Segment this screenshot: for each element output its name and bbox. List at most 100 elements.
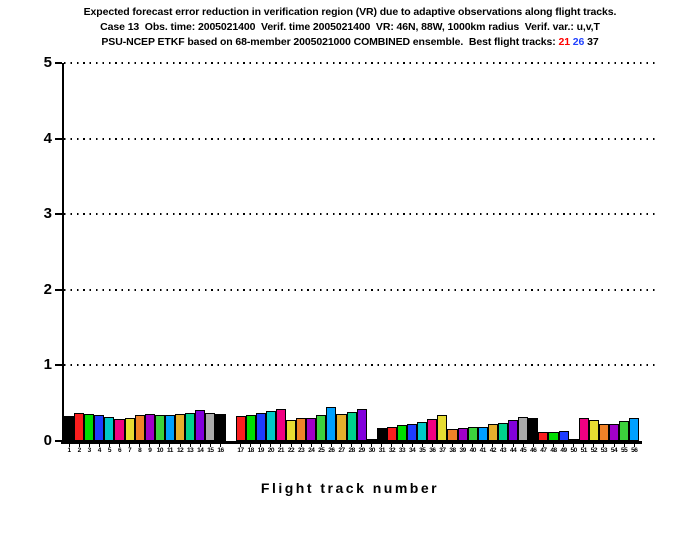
x-tick-slot-12: 12 <box>175 444 185 454</box>
x-tick-mark-11 <box>169 444 171 447</box>
bar-track-46 <box>528 417 539 441</box>
x-tick-slot-18: 18 <box>246 444 256 454</box>
x-tick-label-29: 29 <box>358 447 366 454</box>
x-tick-slot-2: 2 <box>74 444 84 454</box>
x-tick-mark-43 <box>502 444 504 447</box>
bars-row <box>64 63 640 441</box>
bar-track-42 <box>487 424 498 441</box>
x-tick-mark-40 <box>472 444 474 447</box>
x-tick-slot-32: 32 <box>387 444 397 454</box>
x-tick-mark-21 <box>280 444 282 447</box>
bar-track-12 <box>175 413 186 441</box>
bar-track-32 <box>386 426 397 441</box>
bar-track-25 <box>316 415 327 441</box>
x-tick-mark-2 <box>78 444 80 447</box>
x-tick-slot-4: 4 <box>94 444 104 454</box>
x-tick-label-4: 4 <box>97 447 102 454</box>
x-tick-label-14: 14 <box>197 447 204 454</box>
x-tick-label-23: 23 <box>297 447 305 454</box>
bar-track-30 <box>366 439 377 441</box>
bar-track-34 <box>407 423 418 441</box>
x-tick-mark-18 <box>250 444 252 447</box>
bar-track-19 <box>255 413 266 441</box>
x-tick-mark-16 <box>219 444 221 447</box>
x-tick-mark-8 <box>139 444 141 447</box>
x-tick-mark-24 <box>310 444 312 447</box>
bar-track-2 <box>74 413 85 441</box>
x-tick-mark-48 <box>552 444 554 447</box>
x-tick-mark-1 <box>68 444 70 447</box>
bar-track-18 <box>245 414 256 441</box>
x-tick-slot-29: 29 <box>357 444 367 454</box>
bar-track-1 <box>64 416 75 441</box>
x-tick-slot-15: 15 <box>205 444 215 454</box>
x-tick-slot-23: 23 <box>296 444 306 454</box>
bar-track-50 <box>568 439 579 441</box>
x-tick-slot-27: 27 <box>336 444 346 454</box>
bar-track-53 <box>598 424 609 441</box>
bar-track-27 <box>336 413 347 441</box>
x-tick-mark-32 <box>391 444 393 447</box>
bar-track-17 <box>235 416 246 441</box>
x-tick-mark-44 <box>512 444 514 447</box>
chart-title-line3-prefix: PSU-NCEP ETKF based on 68-member 2005021… <box>101 36 559 48</box>
y-tick-4 <box>55 137 62 140</box>
x-tick-slot-21: 21 <box>276 444 286 454</box>
y-tick-0 <box>55 440 62 442</box>
x-tick-mark-10 <box>159 444 161 447</box>
x-tick-label-22: 22 <box>287 447 295 454</box>
x-tick-mark-47 <box>542 444 544 447</box>
x-tick-row: 1 2 3 4 5 6 7 8 9 10 11 12 13 14 15 16 17 18 19 20 21 22 23 24 2… <box>64 444 640 454</box>
bar-track-22 <box>285 419 297 441</box>
y-tick-label-5: 5 <box>43 54 52 71</box>
x-tick-mark-42 <box>492 444 494 447</box>
y-tick-label-1: 1 <box>43 356 52 374</box>
x-tick-slot-5: 5 <box>104 444 114 454</box>
x-tick-mark-50 <box>573 444 575 447</box>
x-tick-label-20: 20 <box>267 447 275 454</box>
x-tick-label-46: 46 <box>530 447 537 454</box>
x-tick-label-50: 50 <box>570 447 578 454</box>
bar-track-3 <box>84 413 95 441</box>
best-track-37: 37 <box>587 36 599 48</box>
x-tick-mark-46 <box>532 444 534 447</box>
x-tick-mark-15 <box>209 444 211 447</box>
bar-track-20 <box>265 410 276 441</box>
x-tick-mark-53 <box>603 444 605 447</box>
x-tick-mark-27 <box>340 444 342 447</box>
x-tick-mark-9 <box>149 444 151 447</box>
x-tick-label-26: 26 <box>328 447 335 454</box>
bar-track-43 <box>497 422 509 441</box>
x-tick-slot-24: 24 <box>306 444 316 454</box>
x-tick-mark-20 <box>270 444 272 447</box>
x-tick-mark-52 <box>593 444 595 447</box>
x-tick-mark-12 <box>179 444 181 447</box>
bar-track-6 <box>114 419 125 441</box>
bar-track-33 <box>397 425 408 441</box>
chart-title-line1: Expected forecast error reduction in ver… <box>83 6 617 18</box>
x-tick-label-33: 33 <box>398 447 406 454</box>
x-tick-slot-48: 48 <box>548 444 558 454</box>
x-tick-slot-26: 26 <box>326 444 336 454</box>
x-tick-slot-6: 6 <box>114 444 124 454</box>
x-tick-slot-53: 53 <box>599 444 609 454</box>
x-tick-slot-36: 36 <box>427 444 437 454</box>
x-tick-label-11: 11 <box>167 447 173 454</box>
x-tick-label-27: 27 <box>338 447 345 454</box>
bar-track-24 <box>306 417 317 441</box>
x-tick-label-21: 21 <box>277 447 285 454</box>
bar-track-48 <box>548 431 559 441</box>
bar-track-26 <box>326 406 337 441</box>
bar-track-56 <box>629 418 640 441</box>
x-tick-slot-25: 25 <box>316 444 326 454</box>
x-tick-label-52: 52 <box>590 447 598 454</box>
x-axis-title: Flight track number <box>260 480 440 496</box>
bar-track-4 <box>94 414 105 441</box>
gridline-y-3 <box>64 213 658 216</box>
x-tick-label-5: 5 <box>107 447 112 454</box>
bar-track-15 <box>205 413 216 441</box>
x-tick-slot-11: 11 <box>165 444 175 454</box>
y-tick-3 <box>55 213 62 216</box>
x-tick-mark-54 <box>613 444 615 447</box>
x-tick-slot-34: 34 <box>407 444 417 454</box>
